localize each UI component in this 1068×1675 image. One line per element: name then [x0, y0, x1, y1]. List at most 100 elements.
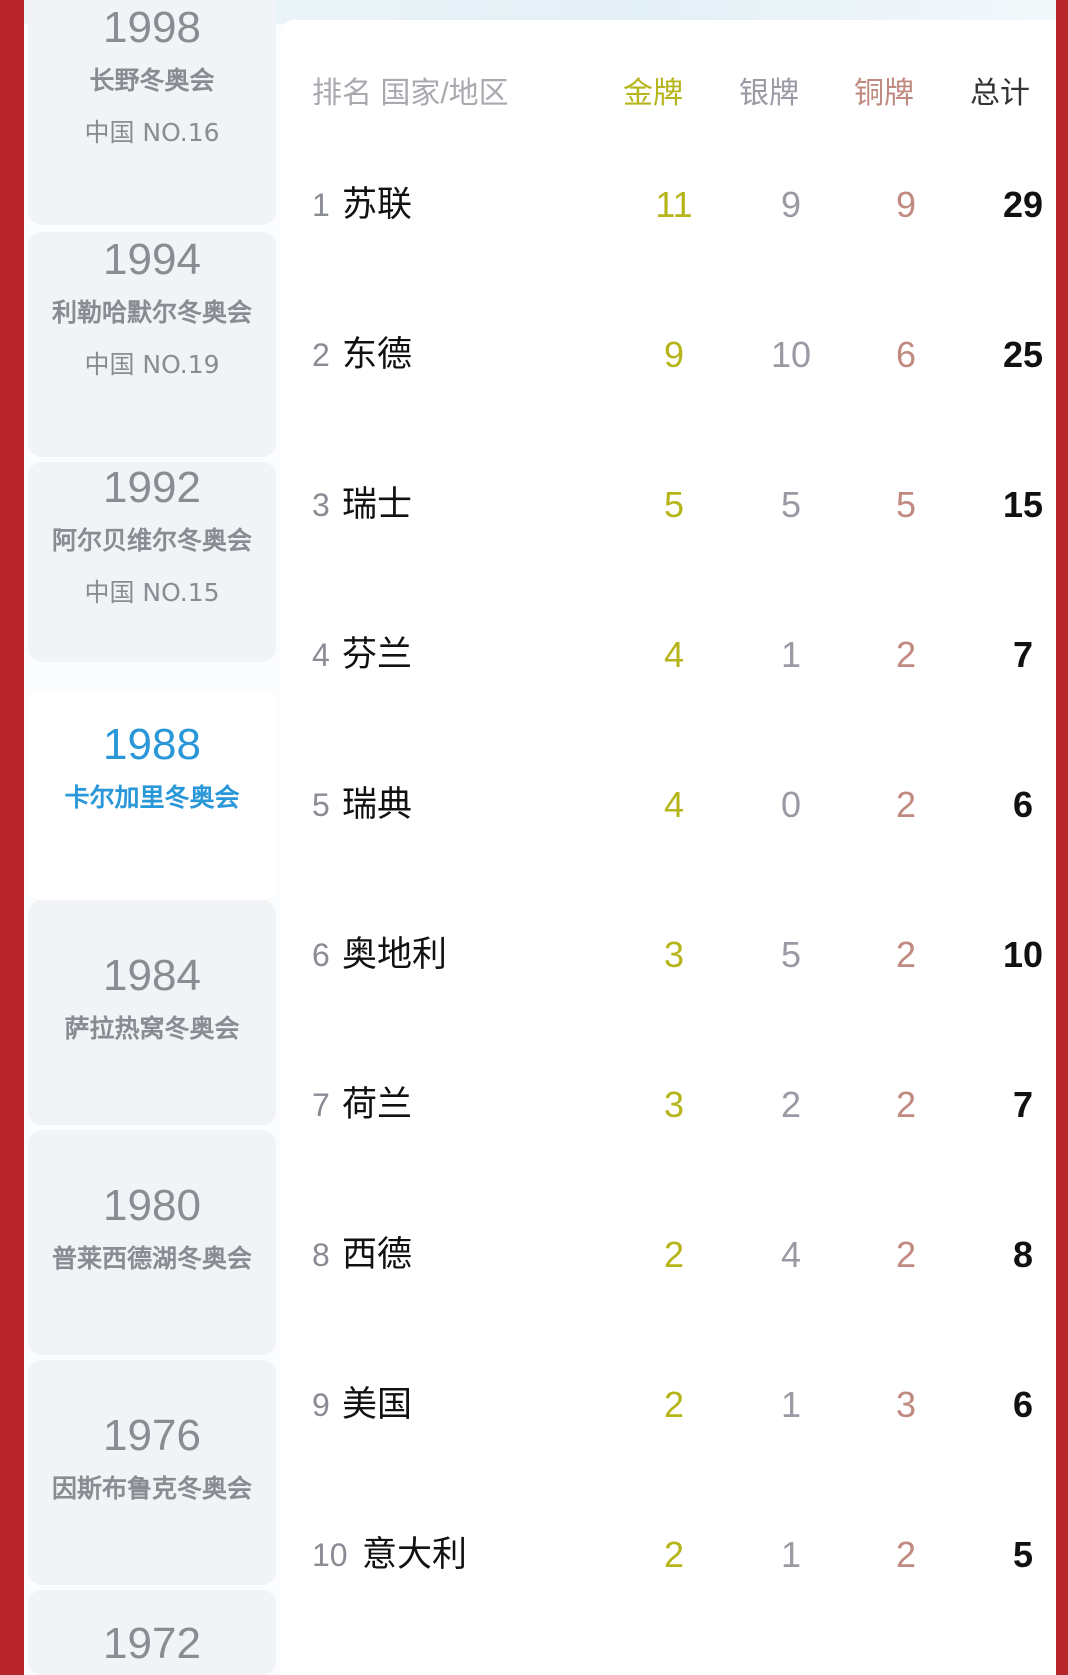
edition-year: 1976 — [103, 1411, 201, 1460]
edition-item-1988[interactable]: 1988 卡尔加里冬奥会 — [28, 690, 276, 900]
edition-year: 1980 — [103, 1181, 201, 1230]
rank: 8 — [312, 1237, 330, 1273]
header-silver: 银牌 — [739, 77, 799, 110]
total-count: 15 — [1002, 484, 1044, 525]
table-row[interactable]: 1 苏联 11 9 9 29 — [280, 185, 1056, 245]
rank: 6 — [312, 937, 330, 973]
table-row[interactable]: 2 东德 9 10 6 25 — [280, 335, 1056, 395]
table-row[interactable]: 9 美国 2 1 3 6 — [280, 1385, 1056, 1445]
rank: 10 — [312, 1537, 348, 1573]
edition-name: 阿尔贝维尔冬奥会 — [51, 526, 252, 555]
edition-name: 因斯布鲁克冬奥会 — [51, 1474, 252, 1503]
silver-count: 1 — [780, 1534, 802, 1575]
china-rank: 中国 NO.19 — [84, 350, 220, 379]
edition-item-1980[interactable]: 1980 普莱西德湖冬奥会 — [28, 1130, 276, 1355]
table-row[interactable]: 3 瑞士 5 5 5 15 — [280, 485, 1056, 545]
edition-name: 卡尔加里冬奥会 — [64, 783, 240, 812]
header-gold: 金牌 — [623, 77, 683, 110]
edition-year: 1984 — [103, 951, 201, 1000]
edition-sidebar[interactable]: 1998 长野冬奥会 中国 NO.16 1994 利勒哈默尔冬奥会 中国 NO.19 199… — [24, 0, 280, 1675]
silver-count: 1 — [780, 1384, 802, 1425]
total-count: 7 — [1012, 1084, 1034, 1125]
edition-year: 1988 — [103, 720, 201, 769]
gold-count: 2 — [663, 1384, 685, 1425]
rank: 1 — [312, 187, 330, 223]
table-row[interactable]: 7 荷兰 3 2 2 7 — [280, 1085, 1056, 1145]
gold-count: 2 — [663, 1534, 685, 1575]
china-rank: 中国 NO.15 — [84, 578, 220, 607]
total-count: 8 — [1012, 1234, 1034, 1275]
gold-count: 11 — [655, 184, 693, 225]
gold-count: 3 — [663, 934, 685, 975]
edition-name: 长野冬奥会 — [89, 66, 215, 95]
edition-item-1976[interactable]: 1976 因斯布鲁克冬奥会 — [28, 1360, 276, 1585]
country: 瑞典 — [342, 785, 413, 824]
header-rank-country: 排名 国家/地区 — [312, 77, 509, 110]
silver-count: 5 — [780, 484, 802, 525]
gold-count: 9 — [663, 334, 685, 375]
gold-count: 4 — [663, 784, 685, 825]
rank: 5 — [312, 787, 330, 823]
bronze-count: 2 — [895, 1084, 917, 1125]
medal-table: 排名 国家/地区 金牌 银牌 铜牌 总计 1 苏联 11 9 9 29 2 东德 9 10 6 25 3… — [280, 20, 1056, 1675]
table-row[interactable]: 5 瑞典 4 0 2 6 — [280, 785, 1056, 845]
total-count: 5 — [1012, 1534, 1034, 1575]
edition-item-1984[interactable]: 1984 萨拉热窝冬奥会 — [28, 900, 276, 1125]
bronze-count: 3 — [895, 1384, 917, 1425]
silver-count: 0 — [780, 784, 802, 825]
table-row[interactable]: 6 奥地利 3 5 2 10 — [280, 935, 1056, 995]
total-count: 29 — [1002, 184, 1044, 225]
gold-count: 5 — [663, 484, 685, 525]
medal-panel: 1998 长野冬奥会 中国 NO.16 1994 利勒哈默尔冬奥会 中国 NO.19 199… — [24, 0, 1056, 1675]
silver-count: 4 — [780, 1234, 802, 1275]
edition-year: 1972 — [103, 1619, 201, 1668]
total-count: 10 — [1002, 934, 1044, 975]
total-count: 6 — [1012, 784, 1034, 825]
silver-count: 1 — [780, 634, 802, 675]
total-count: 25 — [1002, 334, 1044, 375]
gold-count: 4 — [663, 634, 685, 675]
edition-name: 萨拉热窝冬奥会 — [64, 1014, 240, 1043]
edition-item-1994[interactable]: 1994 利勒哈默尔冬奥会 中国 NO.19 — [28, 232, 276, 457]
rank: 9 — [312, 1387, 330, 1423]
table-row[interactable]: 8 西德 2 4 2 8 — [280, 1235, 1056, 1295]
bronze-count: 2 — [895, 934, 917, 975]
country: 美国 — [342, 1385, 413, 1424]
edition-item-1998[interactable]: 1998 长野冬奥会中国 NO.16 — [28, 0, 276, 225]
silver-count: 2 — [780, 1084, 802, 1125]
country: 东德 — [342, 335, 413, 374]
country: 意大利 — [362, 1535, 468, 1574]
edition-item-1972[interactable]: 1972 — [28, 1590, 276, 1675]
edition-year: 1992 — [103, 463, 201, 512]
country: 苏联 — [342, 185, 413, 224]
edition-year: 1994 — [103, 235, 201, 284]
edition-name: 普莱西德湖冬奥会 — [51, 1244, 252, 1273]
country: 荷兰 — [342, 1085, 413, 1124]
total-count: 7 — [1012, 634, 1034, 675]
bronze-count: 2 — [895, 1534, 917, 1575]
bronze-count: 2 — [895, 1234, 917, 1275]
edition-item-1992[interactable]: 1992 阿尔贝维尔冬奥会 中国 NO.15 — [28, 462, 276, 662]
country: 芬兰 — [342, 635, 413, 674]
table-row[interactable]: 4 芬兰 4 1 2 7 — [280, 635, 1056, 695]
country: 西德 — [342, 1235, 413, 1274]
country: 瑞士 — [342, 485, 413, 524]
rank: 3 — [312, 487, 330, 523]
silver-count: 5 — [780, 934, 802, 975]
china-rank: 中国 NO.16 — [84, 118, 220, 147]
rank: 7 — [312, 1087, 330, 1123]
silver-count: 9 — [780, 184, 802, 225]
edition-year: 1998 — [103, 3, 201, 52]
table-row[interactable]: 10 意大利 2 1 2 5 — [280, 1535, 1056, 1595]
gold-count: 2 — [663, 1234, 685, 1275]
edition-name: 利勒哈默尔冬奥会 — [51, 298, 252, 327]
silver-count: 10 — [770, 334, 812, 375]
bronze-count: 6 — [895, 334, 917, 375]
rank: 4 — [312, 637, 330, 673]
bronze-count: 5 — [895, 484, 917, 525]
header-bronze: 铜牌 — [854, 77, 914, 110]
country: 奥地利 — [342, 935, 448, 974]
header-total: 总计 — [970, 77, 1030, 110]
bronze-count: 9 — [895, 184, 917, 225]
